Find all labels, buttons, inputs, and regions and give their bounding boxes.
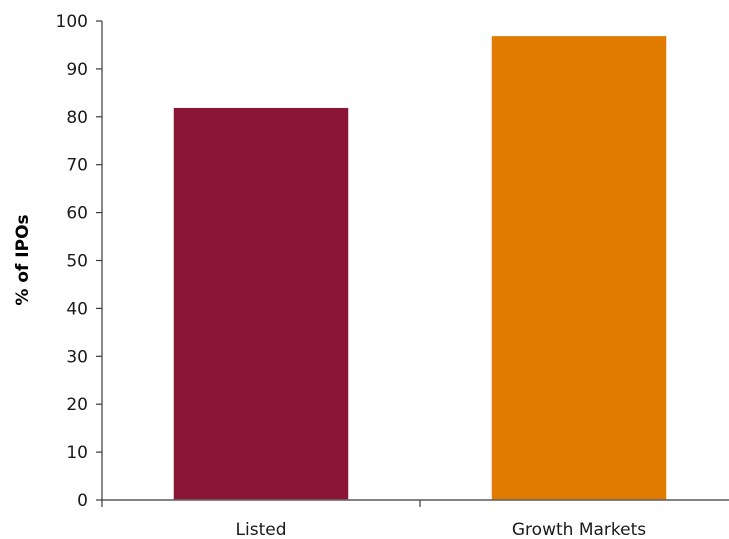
y-axis-ticks: 0 10 20 30 40 50 60 70 80 90 100 [56, 12, 102, 511]
y-tick-label: 30 [66, 347, 88, 367]
x-tick-label: Growth Markets [512, 520, 646, 539]
y-tick-label: 90 [66, 60, 88, 80]
y-tick-label: 40 [66, 299, 88, 319]
bar-growth-markets [490, 34, 668, 501]
y-tick-label: 20 [66, 395, 88, 415]
y-tick-label: 50 [66, 252, 88, 272]
x-tick-label: Listed [236, 520, 287, 539]
y-tick-label: 0 [77, 491, 88, 511]
y-axis-title: % of IPOs [13, 214, 33, 305]
y-tick-label: 10 [66, 443, 88, 463]
x-axis-ticks: Listed Growth Markets [101, 500, 646, 539]
y-tick-label: 100 [56, 12, 88, 32]
bars [172, 34, 668, 501]
bar-listed [172, 106, 350, 501]
y-tick-label: 80 [66, 108, 88, 128]
y-tick-label: 70 [66, 156, 88, 176]
y-tick-label: 60 [66, 204, 88, 224]
